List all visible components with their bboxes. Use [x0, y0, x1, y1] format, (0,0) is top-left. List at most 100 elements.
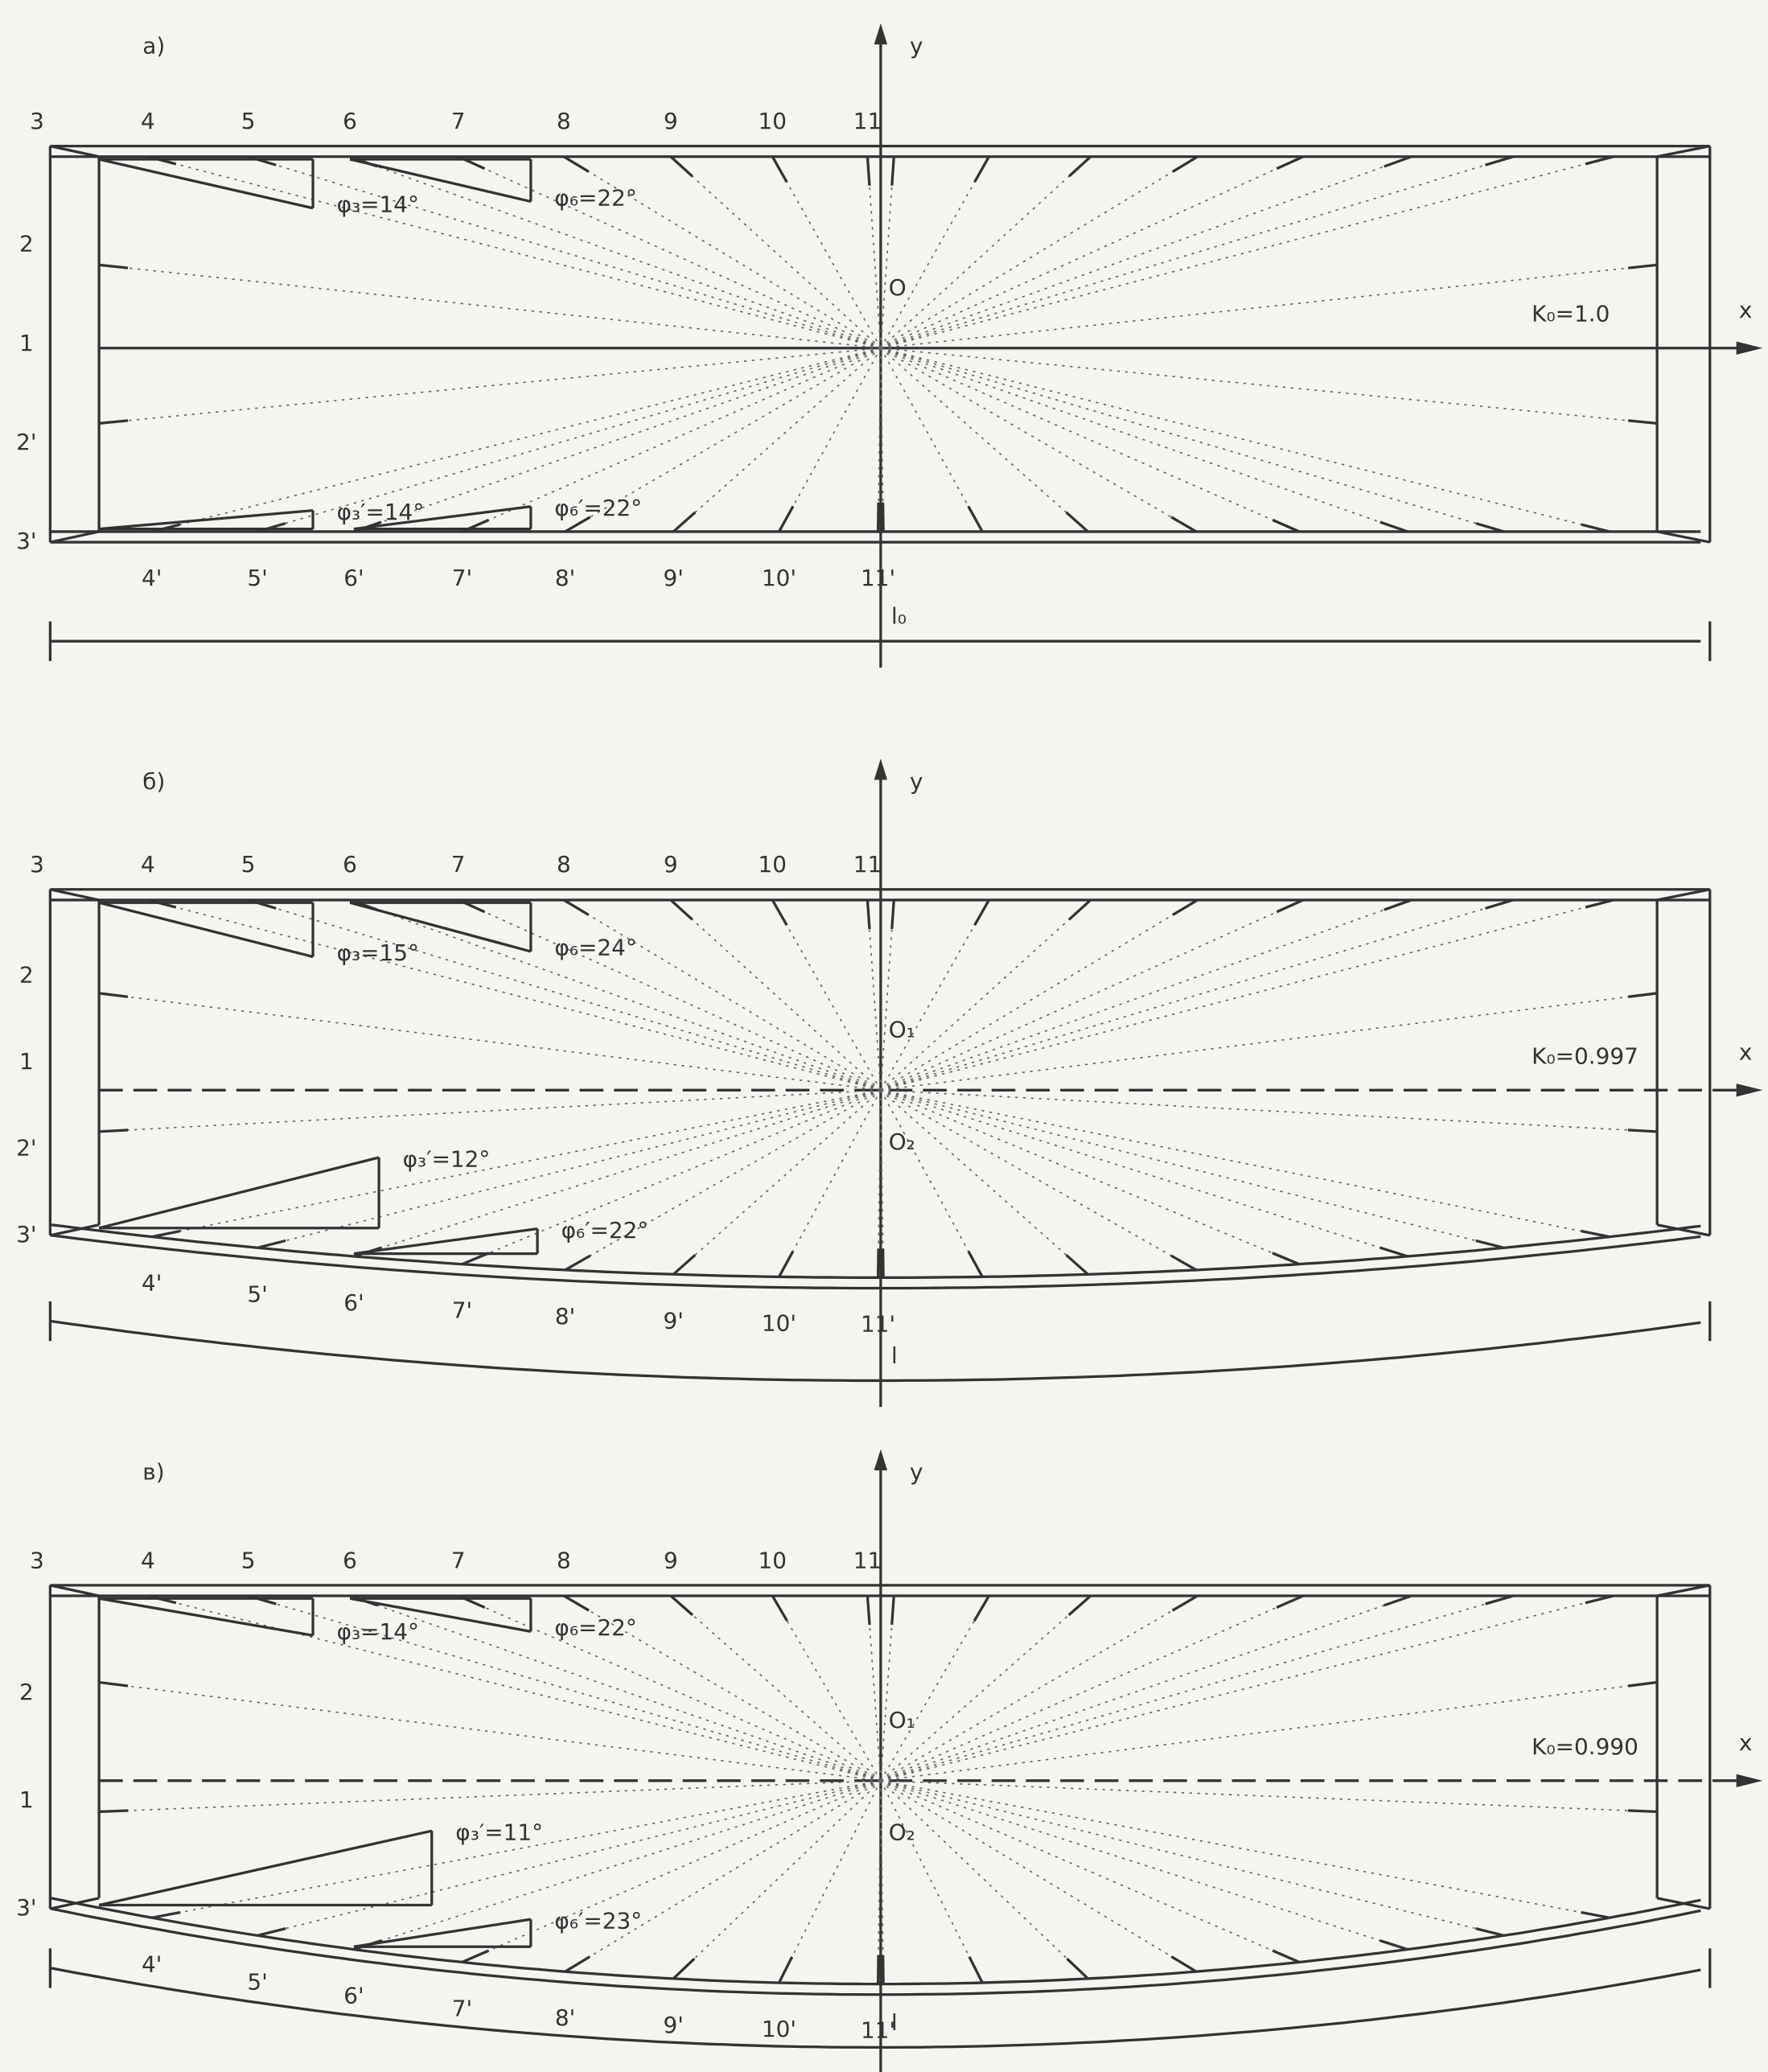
point-label: 11 [853, 1547, 882, 1573]
tick [1273, 520, 1299, 532]
tick [779, 506, 792, 532]
tick [1069, 900, 1091, 919]
point-label: 6 [343, 851, 357, 878]
tick [152, 1913, 180, 1918]
ray [881, 348, 1657, 424]
ray [779, 1781, 880, 1983]
ray [881, 1781, 1196, 1971]
point-label: 5 [241, 1547, 256, 1573]
point-label: 6' [343, 1983, 364, 2009]
ray [148, 900, 881, 1090]
ray [99, 1781, 881, 1812]
tick [1628, 1683, 1657, 1687]
ray [881, 157, 1412, 348]
tick [1581, 1231, 1610, 1237]
origin-label: O₁ [889, 1707, 915, 1733]
frame-bottom [50, 1909, 1700, 1995]
ray [881, 1781, 1299, 1963]
tick [974, 1596, 989, 1621]
ray [99, 348, 881, 424]
ray [881, 1090, 1196, 1270]
tick [463, 1951, 489, 1962]
corner [50, 890, 99, 900]
y-axis-label: y [910, 32, 923, 59]
point-label: 4' [142, 1270, 162, 1297]
angle-leg [99, 1598, 313, 1635]
x-arrow [1737, 1083, 1763, 1096]
point-label: 9 [664, 108, 678, 134]
y-axis-label: y [910, 1458, 923, 1485]
corner [1657, 532, 1710, 542]
frame-bottom [50, 1235, 1700, 1289]
ray [673, 1781, 881, 1979]
point-label: 1 [19, 1048, 34, 1075]
tick [1173, 900, 1198, 915]
point-label: 7' [452, 1996, 472, 2022]
point-label: 8' [555, 2004, 575, 2031]
origin-label: O₂ [889, 1819, 915, 1845]
point-label: 9' [663, 1307, 683, 1334]
ray [881, 1596, 1513, 1781]
tick [975, 157, 989, 182]
tick [1628, 265, 1657, 268]
point-label: 5 [241, 108, 256, 134]
point-label: 5' [247, 1281, 267, 1307]
k-label: K₀=1.0 [1532, 301, 1610, 327]
point-label: 3' [16, 1894, 36, 1921]
point-label: 4 [141, 851, 155, 878]
tick [1628, 421, 1657, 423]
tick [1069, 157, 1091, 176]
point-label: 3' [16, 1221, 36, 1248]
ray [99, 1683, 881, 1781]
length-label: l₀ [891, 603, 907, 630]
point-label: 1 [19, 1786, 34, 1813]
ray [772, 900, 881, 1090]
point-label: 4 [141, 1547, 155, 1573]
tick [565, 1956, 590, 1971]
origin-label: O [889, 274, 907, 301]
tick [772, 157, 787, 182]
angle-label: φ₆=24° [554, 935, 636, 961]
ray [463, 348, 881, 532]
x-arrow [1737, 1774, 1763, 1787]
tick [867, 1596, 870, 1625]
tick [564, 900, 589, 915]
panel-label: в) [142, 1458, 164, 1485]
y-axis-label: y [910, 768, 923, 795]
ray [458, 157, 881, 348]
ray [881, 1781, 1088, 1979]
point-label: 2 [19, 1679, 34, 1705]
ray [881, 157, 1303, 348]
ray [881, 348, 1610, 532]
ray [881, 348, 1196, 532]
point-label: 2' [16, 1134, 36, 1161]
ray [148, 1596, 881, 1781]
point-label: 9 [664, 1547, 678, 1573]
tick [99, 1130, 128, 1132]
point-label: 8 [557, 1547, 571, 1573]
tick [1273, 1951, 1299, 1962]
tick [1277, 157, 1303, 169]
tick [1069, 1596, 1091, 1615]
tick [671, 157, 693, 176]
panel-label: б) [142, 768, 165, 795]
point-label: 10' [762, 1310, 796, 1337]
angle-leg [99, 902, 313, 956]
point-label: 7 [451, 851, 466, 878]
tick [1476, 1240, 1504, 1248]
point-label: 2' [16, 429, 36, 455]
point-label: 3 [30, 108, 44, 134]
tick [564, 1596, 589, 1610]
tick [975, 900, 989, 925]
point-label: 3' [16, 528, 36, 554]
ray [881, 348, 1408, 532]
point-label: 5' [247, 1968, 267, 1995]
tick [99, 265, 128, 268]
page: yxа)345678910114'5'6'7'8'9'10'11'212'3'φ… [0, 0, 1768, 2072]
tick [969, 1957, 982, 1983]
point-label: 11 [853, 851, 882, 878]
ray [772, 157, 881, 348]
point-label: 3 [30, 1547, 44, 1573]
point-label: 7 [451, 108, 466, 134]
point-label: 6 [343, 1547, 357, 1573]
